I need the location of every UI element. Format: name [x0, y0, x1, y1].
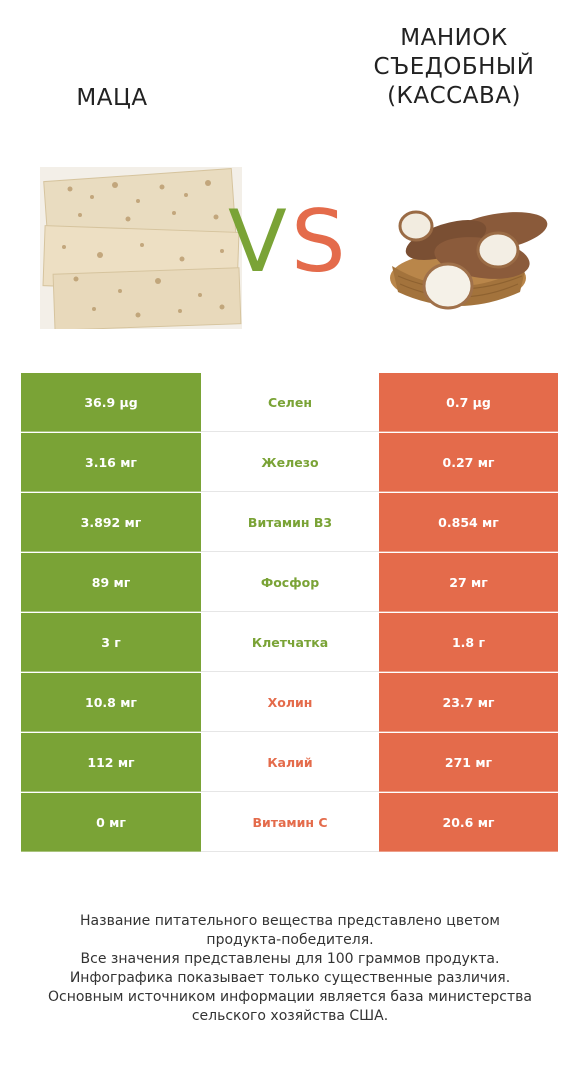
left-value: 3 г — [21, 613, 201, 672]
left-food-title: Маца — [76, 85, 148, 111]
nutrient-name: Железо — [201, 433, 379, 492]
footer-note: Название питательного вещества представл… — [20, 912, 560, 1026]
footer-line: Название питательного вещества представл… — [80, 913, 500, 929]
footer-line: Инфографика показывает только существенн… — [69, 970, 511, 986]
left-value: 36.9 µg — [21, 373, 201, 432]
vs-v-letter: V — [228, 192, 287, 292]
right-value: 0.7 µg — [379, 373, 558, 432]
right-value: 20.6 мг — [379, 793, 558, 852]
right-value: 0.854 мг — [379, 493, 558, 552]
nutrient-name: Витамин B3 — [201, 493, 379, 552]
right-food-title: Маниок съедобный (Кассава) — [373, 25, 535, 109]
right-value: 0.27 мг — [379, 433, 558, 492]
footer-line: сельского хозяйства США. — [191, 1008, 389, 1024]
matzah-image — [40, 167, 242, 329]
nutrient-name: Калий — [201, 733, 379, 792]
vs-label: V S — [224, 196, 354, 288]
comparison-row: 0 мг Витамин C 20.6 мг — [21, 793, 558, 853]
comparison-row: 112 мг Калий 271 мг — [21, 733, 558, 793]
nutrient-name: Витамин C — [201, 793, 379, 852]
left-value: 3.892 мг — [21, 493, 201, 552]
nutrient-name: Селен — [201, 373, 379, 432]
cassava-image — [386, 196, 550, 312]
comparison-row: 3 г Клетчатка 1.8 г — [21, 613, 558, 673]
comparison-row: 89 мг Фосфор 27 мг — [21, 553, 558, 613]
right-value: 1.8 г — [379, 613, 558, 672]
right-value: 23.7 мг — [379, 673, 558, 732]
right-value: 27 мг — [379, 553, 558, 612]
nutrient-name: Холин — [201, 673, 379, 732]
footer-line: Все значения представлены для 100 граммо… — [80, 951, 500, 967]
vs-s-letter: S — [291, 192, 346, 292]
left-value: 112 мг — [21, 733, 201, 792]
left-value: 3.16 мг — [21, 433, 201, 492]
comparison-row: 3.892 мг Витамин B3 0.854 мг — [21, 493, 558, 553]
right-value: 271 мг — [379, 733, 558, 792]
footer-line: Основным источником информации является … — [48, 989, 532, 1005]
comparison-row: 10.8 мг Холин 23.7 мг — [21, 673, 558, 733]
nutrient-name: Фосфор — [201, 553, 379, 612]
comparison-row: 3.16 мг Железо 0.27 мг — [21, 433, 558, 493]
comparison-row: 36.9 µg Селен 0.7 µg — [21, 373, 558, 433]
left-value: 10.8 мг — [21, 673, 201, 732]
left-value: 0 мг — [21, 793, 201, 852]
footer-line: продукта-победителя. — [206, 932, 374, 948]
left-value: 89 мг — [21, 553, 201, 612]
nutrient-name: Клетчатка — [201, 613, 379, 672]
